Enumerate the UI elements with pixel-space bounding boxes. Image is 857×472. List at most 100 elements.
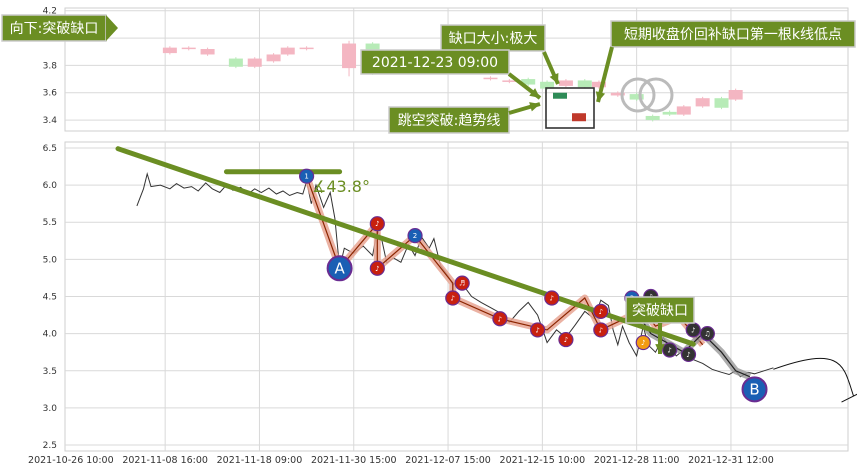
candle-body — [695, 98, 710, 107]
wave-point — [445, 290, 461, 306]
wave-point-label: ♪ — [535, 326, 539, 334]
candle-body — [280, 47, 295, 55]
candle-body — [676, 106, 691, 115]
gap-box — [545, 87, 595, 129]
wave-point — [299, 168, 315, 184]
wave-series — [303, 175, 752, 380]
candle-body — [662, 111, 677, 115]
candle-body — [591, 81, 606, 88]
annotation-text-breakout: 突破缺口 — [632, 303, 688, 319]
annotation-arrowhead-gap — [549, 73, 559, 84]
trend-lines: ∡43.8° — [115, 146, 857, 403]
candle-body — [299, 47, 314, 50]
candle-body — [228, 58, 243, 67]
x-axis: 2021-10-26 10:00 2021-11-08 16:00 2021-11-… — [28, 455, 774, 466]
annotation-text-short_term: 短期收盘价回补缺口第一根k线低点 — [624, 26, 842, 43]
x-tick-label: 2021-12-15 10:00 — [500, 455, 586, 466]
wave-point-label: ♪ — [691, 326, 695, 334]
annotation-text-gap_size: 缺口大小:极大 — [449, 31, 538, 47]
annotation-arrowhead-jump — [529, 102, 540, 112]
annotation-arrow-direction — [106, 15, 118, 41]
wave-point-label: ♪ — [451, 294, 455, 302]
lower-y-tick-label: 6.0 — [43, 181, 58, 191]
upper-y-tick-label: 4.2 — [43, 7, 57, 17]
wave-point — [635, 334, 651, 351]
gap-candle-up — [553, 92, 567, 99]
upper-y-tick-label: 3.6 — [43, 89, 58, 99]
annotation-arrowhead-short — [595, 91, 606, 102]
candle-body — [610, 92, 625, 96]
wave-point — [593, 303, 609, 319]
lower-y-tick-label: 6.5 — [43, 144, 57, 154]
lower-y-tick-label: 3.5 — [43, 367, 57, 377]
wave-point-label: A — [334, 259, 345, 277]
annotation-text-jump: 跳空突破:趋势线 — [398, 113, 501, 129]
wave-point-label: ♪ — [498, 315, 502, 323]
x-tick-label: 2021-11-08 16:00 — [122, 455, 208, 466]
lower-y-axis: 6.5 6.0 5.5 5.0 4.5 4.0 3.5 3.0 2.5 — [43, 144, 58, 451]
ring-left — [620, 77, 656, 113]
wave-point — [544, 290, 560, 306]
wave-point — [558, 331, 574, 348]
annotation-text-direction: 向下:突破缺口 — [10, 21, 99, 37]
wave-point-label: ♪ — [375, 265, 379, 273]
candle-body — [521, 79, 536, 85]
upper-y-tick-label: 3.8 — [43, 61, 58, 71]
annotation-circles — [620, 77, 674, 113]
lower-y-tick-label: 5.0 — [43, 255, 58, 265]
wave-point-label: ♪ — [599, 308, 603, 316]
wave-point — [369, 260, 385, 276]
candle-body — [266, 54, 281, 62]
wave-point-label: ♪ — [641, 339, 645, 347]
wave-point — [369, 216, 385, 232]
annotation-text-timestamp: 2021-12-23 09:00 — [372, 55, 498, 71]
wave-point — [326, 255, 353, 282]
wave-point-label: ♪ — [667, 346, 671, 354]
annotation-box-short_term — [610, 20, 856, 48]
candle-body — [540, 81, 555, 89]
wave-point — [593, 322, 609, 338]
wave-point-label: ♪ — [550, 294, 554, 302]
candle-body — [629, 94, 644, 100]
wave-point-label: ♪ — [686, 351, 690, 359]
candle-body — [502, 80, 517, 82]
lower-y-tick-label: 4.0 — [43, 330, 58, 340]
lower-y-tick-label: 5.5 — [43, 218, 57, 228]
wave-point — [699, 326, 715, 342]
candle-body — [577, 80, 592, 88]
candle-body — [645, 115, 660, 121]
wave-point — [407, 227, 423, 244]
candle-body — [483, 77, 498, 80]
gap-highlight-box — [545, 87, 595, 129]
candle-body — [181, 47, 196, 50]
wave-point — [680, 346, 697, 363]
lower-y-tick-label: 2.5 — [43, 441, 57, 451]
annotation-arrowhead-breakout — [655, 344, 665, 354]
x-tick-label: 2021-11-30 15:00 — [311, 455, 397, 466]
wave-point-label: B — [749, 380, 759, 398]
wave-point — [662, 342, 678, 358]
projection-arc-cap — [841, 393, 857, 403]
candle-body — [247, 58, 262, 67]
wave-point — [741, 376, 768, 403]
wave-point — [530, 322, 546, 338]
annotation-box-breakout — [625, 296, 695, 324]
wave-point-label: ♪ — [564, 336, 568, 344]
wave-point-label: ♫ — [704, 330, 710, 338]
wave-point — [492, 311, 508, 327]
candle-body — [714, 98, 729, 108]
gap-candle-down — [572, 113, 586, 122]
lower-y-tick-label: 4.5 — [43, 293, 57, 303]
wave-points: 1A♪♪2♪♬♪♪♪♪♪♪3♪♪♪♪♪♫B — [299, 168, 768, 403]
wave-point — [454, 275, 470, 291]
candle-body — [200, 49, 215, 55]
x-tick-label: 2021-12-28 11:00 — [594, 455, 680, 466]
candle-body — [342, 43, 357, 69]
wave-point-label: ♪ — [375, 220, 379, 228]
x-tick-label: 2021-12-07 15:00 — [405, 455, 491, 466]
wave-point-label: ♬ — [459, 280, 465, 288]
upper-y-tick-label: 3.4 — [43, 116, 58, 126]
annotation-box-jump — [388, 106, 510, 134]
wave-point-label: ♪ — [599, 326, 603, 334]
